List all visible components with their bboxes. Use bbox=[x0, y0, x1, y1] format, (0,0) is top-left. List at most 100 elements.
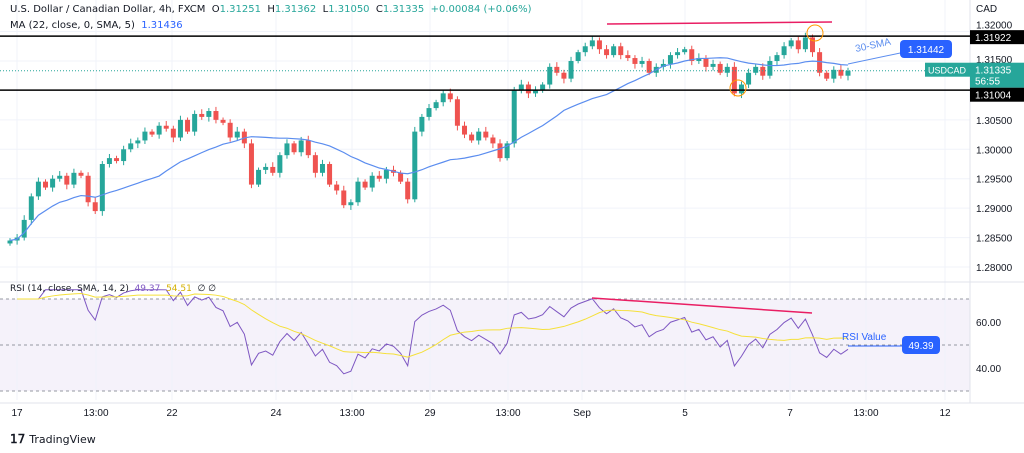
candle-body bbox=[64, 175, 70, 185]
candle-body bbox=[540, 84, 546, 91]
low-label: L bbox=[322, 4, 329, 15]
candle-body bbox=[319, 163, 325, 173]
candle-body bbox=[206, 111, 212, 117]
candle-body bbox=[824, 72, 830, 79]
candle-body bbox=[483, 131, 489, 138]
rsi-band bbox=[0, 299, 970, 391]
candle-body bbox=[355, 181, 361, 203]
time-tick: 22 bbox=[166, 408, 178, 419]
candle-body bbox=[547, 66, 553, 85]
close-label: C bbox=[375, 4, 383, 15]
candle-body bbox=[838, 69, 844, 76]
candle-body bbox=[568, 60, 574, 79]
candle-body bbox=[327, 163, 333, 185]
candle-body bbox=[7, 240, 13, 244]
candle-body bbox=[248, 143, 254, 185]
candle-body bbox=[618, 46, 624, 56]
rsi-sma-line bbox=[17, 292, 849, 358]
candle-body bbox=[554, 66, 560, 73]
time-tick: 12 bbox=[939, 408, 951, 419]
candle-body bbox=[533, 90, 539, 94]
candle-body bbox=[440, 93, 446, 103]
currency-label: CAD bbox=[976, 4, 997, 15]
ma-legend: MA (22, close, 0, SMA, 5) 1.31436 bbox=[10, 20, 183, 31]
open-value: 1.31251 bbox=[219, 4, 261, 15]
low-value: 1.31050 bbox=[328, 4, 370, 15]
candle-body bbox=[185, 119, 191, 132]
candle-body bbox=[774, 55, 780, 61]
time-tick: 13:00 bbox=[339, 408, 364, 419]
candle-body bbox=[163, 125, 169, 129]
rsi-tick: 60.00 bbox=[976, 318, 1001, 329]
candle-body bbox=[476, 131, 482, 141]
candle-body bbox=[71, 172, 77, 185]
candle-body bbox=[682, 49, 688, 53]
candle-body bbox=[724, 66, 730, 73]
candle-body bbox=[575, 52, 581, 61]
price-trendline bbox=[606, 21, 833, 25]
candle-body bbox=[341, 190, 347, 206]
candle-body bbox=[369, 175, 375, 188]
rsi-trendline bbox=[591, 297, 813, 314]
candle-body bbox=[596, 40, 602, 50]
time-tick: 5 bbox=[682, 408, 688, 419]
high-value: 1.31362 bbox=[274, 4, 317, 15]
candle-body bbox=[646, 60, 652, 73]
candle-body bbox=[738, 84, 744, 94]
candle-body bbox=[632, 58, 638, 64]
rsi-line bbox=[17, 289, 849, 375]
candle-body bbox=[99, 163, 105, 212]
last-price-text: 1.31335 bbox=[975, 66, 1012, 77]
candle-body bbox=[490, 137, 496, 144]
candle-body bbox=[639, 60, 645, 64]
candle-body bbox=[817, 52, 823, 73]
candle-body bbox=[114, 158, 120, 162]
candle-body bbox=[121, 149, 127, 162]
candle-body bbox=[611, 46, 617, 56]
candle-body bbox=[156, 125, 162, 135]
candle-body bbox=[689, 49, 695, 61]
candle-body bbox=[298, 140, 304, 153]
tradingview-logo-icon: 𝟣𝟩 bbox=[10, 432, 26, 446]
candle-body bbox=[57, 175, 63, 179]
candle-body bbox=[845, 70, 851, 76]
time-tick: Sep bbox=[573, 408, 591, 419]
candle-body bbox=[525, 84, 531, 94]
brand-name: TradingView bbox=[29, 432, 96, 446]
candle-body bbox=[675, 52, 681, 56]
candle-body bbox=[746, 72, 752, 85]
candle-body bbox=[35, 181, 41, 197]
sma-line bbox=[9, 57, 849, 242]
support-tag bbox=[970, 87, 1024, 102]
candle-body bbox=[199, 113, 205, 117]
sma-value-tag bbox=[900, 40, 952, 58]
candle-body bbox=[220, 119, 226, 123]
ma-value: 1.31436 bbox=[141, 20, 183, 31]
candle-body bbox=[589, 40, 595, 47]
candle-body bbox=[50, 178, 56, 188]
candle-body bbox=[696, 58, 702, 61]
candle-body bbox=[177, 119, 183, 138]
open-label: O bbox=[211, 4, 220, 15]
candle-body bbox=[284, 143, 290, 156]
candle-body bbox=[334, 184, 340, 191]
candle-body bbox=[362, 181, 368, 188]
rsi-label: RSI (14, close, SMA, 14, 2) bbox=[10, 284, 129, 294]
candle-body bbox=[106, 158, 112, 164]
candle-body bbox=[760, 66, 766, 76]
candle-body bbox=[511, 90, 517, 144]
candle-body bbox=[831, 69, 837, 79]
candle-body bbox=[462, 125, 468, 135]
candle-body bbox=[504, 143, 510, 159]
symbol-tag bbox=[925, 62, 970, 77]
candle-body bbox=[149, 131, 155, 135]
candle-body bbox=[312, 155, 318, 173]
close-value: 1.31335 bbox=[382, 4, 425, 15]
sma-value-text: 1.31442 bbox=[908, 45, 945, 56]
candle-body bbox=[469, 134, 475, 141]
rsi-legend: RSI (14, close, SMA, 14, 2) 49.37 54.51 … bbox=[10, 284, 216, 294]
candle-body bbox=[412, 131, 418, 200]
tradingview-logo[interactable]: 𝟣𝟩 TradingView bbox=[10, 432, 96, 446]
